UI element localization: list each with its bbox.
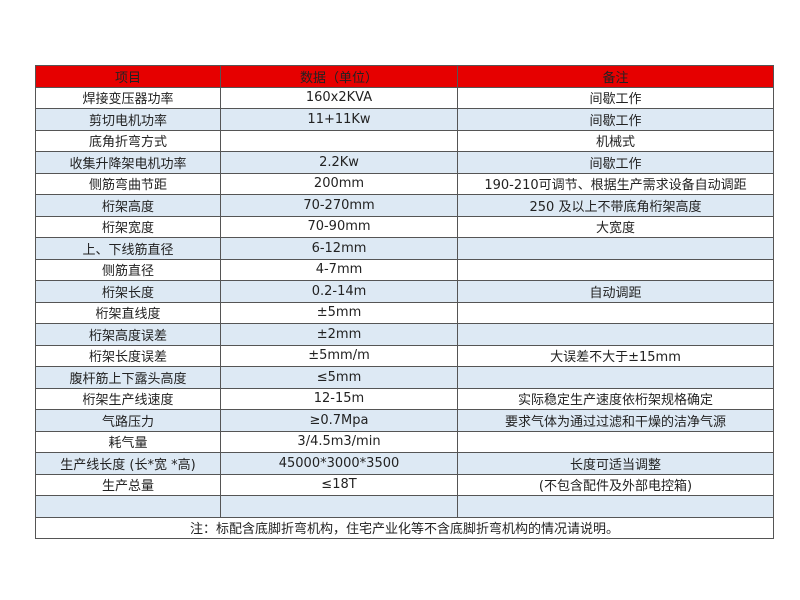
item-cell: 侧筋弯曲节距 xyxy=(35,172,221,195)
item-cell: 生产线长度 (长*宽 *高) xyxy=(35,452,221,475)
data-cell: 70-270mm xyxy=(220,194,458,217)
remark-cell: 要求气体为通过过滤和干燥的洁净气源 xyxy=(457,409,774,432)
remark-cell xyxy=(457,323,774,346)
remark-cell: 自动调距 xyxy=(457,280,774,303)
header-remark: 备注 xyxy=(457,65,774,88)
remark-cell: 190-210可调节、根据生产需求设备自动调距 xyxy=(457,172,774,195)
table-row: 桁架宽度 70-90mm 大宽度 xyxy=(35,215,774,238)
remark-cell: 实际稳定生产速度依桁架规格确定 xyxy=(457,387,774,410)
header-row: 项目 数据（单位） 备注 xyxy=(35,65,774,88)
table-row xyxy=(35,495,774,518)
data-cell: ±5mm/m xyxy=(220,344,458,367)
table-row: 桁架长度误差 ±5mm/m 大误差不大于±15mm xyxy=(35,344,774,367)
header-data: 数据（单位） xyxy=(220,65,458,88)
table-row: 底角折弯方式 机械式 xyxy=(35,129,774,152)
data-cell: 45000*3000*3500 xyxy=(220,452,458,475)
remark-cell xyxy=(457,366,774,389)
data-cell: 2.2Kw xyxy=(220,151,458,174)
note-text: 注：标配含底脚折弯机构，住宅产业化等不含底脚折弯机构的情况请说明。 xyxy=(35,516,774,539)
remark-cell: 间歇工作 xyxy=(457,151,774,174)
item-cell: 腹杆筋上下露头高度 xyxy=(35,366,221,389)
item-cell: 桁架直线度 xyxy=(35,301,221,324)
table-row: 桁架高度 70-270mm 250 及以上不带底角桁架高度 xyxy=(35,194,774,217)
data-cell: 0.2-14m xyxy=(220,280,458,303)
data-cell: ±2mm xyxy=(220,323,458,346)
data-cell: 4-7mm xyxy=(220,258,458,281)
table-row: 气路压力 ≥0.7Mpa 要求气体为通过过滤和干燥的洁净气源 xyxy=(35,409,774,432)
table-row: 收集升降架电机功率 2.2Kw 间歇工作 xyxy=(35,151,774,174)
item-cell: 桁架高度 xyxy=(35,194,221,217)
remark-cell: 间歇工作 xyxy=(457,108,774,131)
data-cell: 160x2KVA xyxy=(220,86,458,109)
table-row: 腹杆筋上下露头高度 ≤5mm xyxy=(35,366,774,389)
spec-table: 项目 数据（单位） 备注 焊接变压器功率 160x2KVA 间歇工作 剪切电机功率 11… xyxy=(35,65,774,539)
remark-cell: 250 及以上不带底角桁架高度 xyxy=(457,194,774,217)
note-row: 注：标配含底脚折弯机构，住宅产业化等不含底脚折弯机构的情况请说明。 xyxy=(35,516,774,539)
item-cell: 侧筋直径 xyxy=(35,258,221,281)
data-cell: ≤5mm xyxy=(220,366,458,389)
item-cell: 桁架高度误差 xyxy=(35,323,221,346)
header-item: 项目 xyxy=(35,65,221,88)
remark-cell: 长度可适当调整 xyxy=(457,452,774,475)
remark-cell xyxy=(457,301,774,324)
data-cell: ≥0.7Mpa xyxy=(220,409,458,432)
data-cell: 6-12mm xyxy=(220,237,458,260)
data-cell: 12-15m xyxy=(220,387,458,410)
table-row: 剪切电机功率 11+11Kw 间歇工作 xyxy=(35,108,774,131)
item-cell: 收集升降架电机功率 xyxy=(35,151,221,174)
data-cell: 11+11Kw xyxy=(220,108,458,131)
item-cell: 焊接变压器功率 xyxy=(35,86,221,109)
remark-cell: 大宽度 xyxy=(457,215,774,238)
table-row: 焊接变压器功率 160x2KVA 间歇工作 xyxy=(35,86,774,109)
data-cell: ≤18T xyxy=(220,473,458,496)
remark-cell: 间歇工作 xyxy=(457,86,774,109)
item-cell: 生产总量 xyxy=(35,473,221,496)
item-cell: 上、下线筋直径 xyxy=(35,237,221,260)
table-row: 耗气量 3/4.5m3/min xyxy=(35,430,774,453)
remark-cell xyxy=(457,495,774,518)
item-cell: 底角折弯方式 xyxy=(35,129,221,152)
remark-cell xyxy=(457,237,774,260)
data-cell: ±5mm xyxy=(220,301,458,324)
item-cell: 气路压力 xyxy=(35,409,221,432)
table-row: 桁架长度 0.2-14m 自动调距 xyxy=(35,280,774,303)
item-cell: 桁架生产线速度 xyxy=(35,387,221,410)
table-row: 桁架生产线速度 12-15m 实际稳定生产速度依桁架规格确定 xyxy=(35,387,774,410)
table-body: 焊接变压器功率 160x2KVA 间歇工作 剪切电机功率 11+11Kw 间歇工作 底角折弯… xyxy=(35,86,774,518)
table-row: 侧筋直径 4-7mm xyxy=(35,258,774,281)
item-cell: 剪切电机功率 xyxy=(35,108,221,131)
item-cell: 桁架长度误差 xyxy=(35,344,221,367)
remark-cell xyxy=(457,258,774,281)
remark-cell: 机械式 xyxy=(457,129,774,152)
data-cell: 70-90mm xyxy=(220,215,458,238)
table-row: 生产线长度 (长*宽 *高) 45000*3000*3500 长度可适当调整 xyxy=(35,452,774,475)
table-row: 侧筋弯曲节距 200mm 190-210可调节、根据生产需求设备自动调距 xyxy=(35,172,774,195)
item-cell: 桁架长度 xyxy=(35,280,221,303)
item-cell: 桁架宽度 xyxy=(35,215,221,238)
data-cell xyxy=(220,495,458,518)
remark-cell: (不包含配件及外部电控箱) xyxy=(457,473,774,496)
table-row: 桁架高度误差 ±2mm xyxy=(35,323,774,346)
table-row: 桁架直线度 ±5mm xyxy=(35,301,774,324)
item-cell: 耗气量 xyxy=(35,430,221,453)
data-cell xyxy=(220,129,458,152)
data-cell: 200mm xyxy=(220,172,458,195)
table-row: 生产总量 ≤18T (不包含配件及外部电控箱) xyxy=(35,473,774,496)
table-row: 上、下线筋直径 6-12mm xyxy=(35,237,774,260)
data-cell: 3/4.5m3/min xyxy=(220,430,458,453)
remark-cell: 大误差不大于±15mm xyxy=(457,344,774,367)
item-cell xyxy=(35,495,221,518)
remark-cell xyxy=(457,430,774,453)
